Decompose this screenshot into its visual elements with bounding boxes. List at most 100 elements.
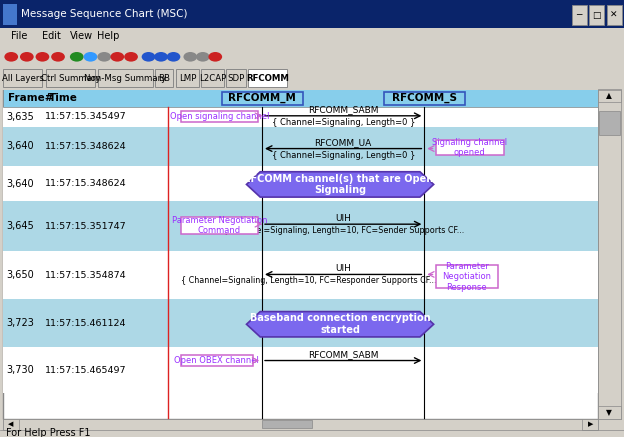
Text: Edit: Edit [42,31,61,41]
FancyBboxPatch shape [607,5,622,25]
Circle shape [167,52,180,62]
Text: 11:57:15.348624: 11:57:15.348624 [45,179,127,188]
FancyBboxPatch shape [598,90,621,102]
FancyBboxPatch shape [3,251,598,299]
FancyBboxPatch shape [436,265,498,288]
Text: UIH: UIH [335,264,351,273]
Circle shape [208,52,222,62]
Text: RFCOMM: RFCOMM [246,73,289,83]
Text: Baseband connection encryption
started: Baseband connection encryption started [250,313,431,335]
Text: Ctrl Summary: Ctrl Summary [41,73,100,83]
FancyBboxPatch shape [0,0,624,28]
Text: Frame#: Frame# [8,93,54,103]
Text: Time: Time [49,93,77,103]
FancyBboxPatch shape [3,107,598,127]
FancyBboxPatch shape [582,419,598,430]
Circle shape [154,52,168,62]
Text: RFCOMM_UA: RFCOMM_UA [314,139,372,147]
Text: Help: Help [97,31,119,41]
Text: □: □ [592,11,601,20]
FancyBboxPatch shape [3,419,19,430]
Text: 3,730: 3,730 [6,365,34,375]
FancyBboxPatch shape [598,406,621,419]
Text: 11:57:15.348624: 11:57:15.348624 [45,142,127,151]
Text: Non-Msg Summary: Non-Msg Summary [84,73,167,83]
Text: 3,640: 3,640 [6,179,34,188]
FancyBboxPatch shape [0,28,624,45]
Text: { Channel=Signaling, Length=10, FC=Sender Supports CF...: { Channel=Signaling, Length=10, FC=Sende… [223,226,464,235]
Text: Open signaling channel: Open signaling channel [170,112,269,121]
Text: RFCOMM_M: RFCOMM_M [228,93,296,104]
FancyBboxPatch shape [181,355,253,366]
FancyBboxPatch shape [3,419,598,430]
Text: SDP: SDP [228,73,245,83]
Text: View: View [70,31,93,41]
Circle shape [36,52,49,62]
Text: ▶: ▶ [588,421,593,427]
Text: { Channel=Signaling, Length=0 }: { Channel=Signaling, Length=0 } [271,151,415,160]
Text: RFCOMM_SABM: RFCOMM_SABM [308,350,378,359]
Text: { Channel=Signaling, Length=0 }: { Channel=Signaling, Length=0 } [271,118,415,127]
FancyBboxPatch shape [0,430,624,437]
Text: Message Sequence Chart (MSC): Message Sequence Chart (MSC) [21,9,187,19]
Circle shape [20,52,34,62]
Text: RFCOMM channel(s) that are Open:
Signaling: RFCOMM channel(s) that are Open: Signali… [243,173,437,195]
Text: Open OBEX channel: Open OBEX channel [174,356,260,365]
Text: L2CAP: L2CAP [199,73,226,83]
Text: For Help Press F1: For Help Press F1 [6,428,90,437]
FancyBboxPatch shape [176,69,199,87]
Text: Signaling channel
opened: Signaling channel opened [432,138,507,157]
FancyBboxPatch shape [226,69,246,87]
FancyBboxPatch shape [598,89,621,419]
FancyBboxPatch shape [599,111,620,135]
FancyBboxPatch shape [3,299,598,347]
Text: 11:57:15.461124: 11:57:15.461124 [45,319,127,328]
Text: LMP: LMP [179,73,196,83]
FancyBboxPatch shape [3,201,598,251]
Text: 11:57:15.345497: 11:57:15.345497 [45,112,127,121]
FancyBboxPatch shape [0,45,624,69]
FancyBboxPatch shape [3,347,598,393]
Text: UIH: UIH [335,214,351,223]
Circle shape [4,52,18,62]
FancyBboxPatch shape [155,69,173,87]
FancyBboxPatch shape [46,69,95,87]
Circle shape [84,52,97,62]
Circle shape [70,52,84,62]
Text: ▼: ▼ [607,408,612,417]
Text: BB: BB [158,73,170,83]
Circle shape [196,52,210,62]
Text: File: File [11,31,27,41]
Circle shape [124,52,138,62]
Text: 3,650: 3,650 [6,271,34,280]
Circle shape [97,52,111,62]
FancyBboxPatch shape [262,420,312,428]
Polygon shape [246,172,434,197]
Text: 11:57:15.351747: 11:57:15.351747 [45,222,127,231]
FancyBboxPatch shape [222,92,303,105]
Text: Parameter
Negotiation
Response: Parameter Negotiation Response [442,262,491,291]
Text: All Layers: All Layers [2,73,44,83]
Polygon shape [246,312,434,337]
Circle shape [183,52,197,62]
FancyBboxPatch shape [3,89,598,107]
Text: 3,640: 3,640 [6,142,34,151]
FancyBboxPatch shape [3,69,42,87]
FancyBboxPatch shape [3,127,598,166]
Text: RFCOMM_S: RFCOMM_S [392,93,457,104]
Text: 3,723: 3,723 [6,319,34,328]
Text: RFCOMM_SABM: RFCOMM_SABM [308,106,378,114]
FancyBboxPatch shape [3,89,598,419]
FancyBboxPatch shape [248,69,287,87]
FancyBboxPatch shape [384,92,465,105]
Text: { Channel=Signaling, Length=10, FC=Responder Supports CF...: { Channel=Signaling, Length=10, FC=Respo… [181,277,436,285]
FancyBboxPatch shape [3,166,598,201]
Circle shape [142,52,155,62]
FancyBboxPatch shape [589,5,604,25]
Circle shape [110,52,124,62]
FancyBboxPatch shape [436,140,504,155]
Text: 11:57:15.465497: 11:57:15.465497 [45,366,127,375]
Text: ─: ─ [577,11,582,20]
Text: Parameter Negotiation
Command: Parameter Negotiation Command [172,216,267,235]
Text: ✕: ✕ [610,11,618,20]
